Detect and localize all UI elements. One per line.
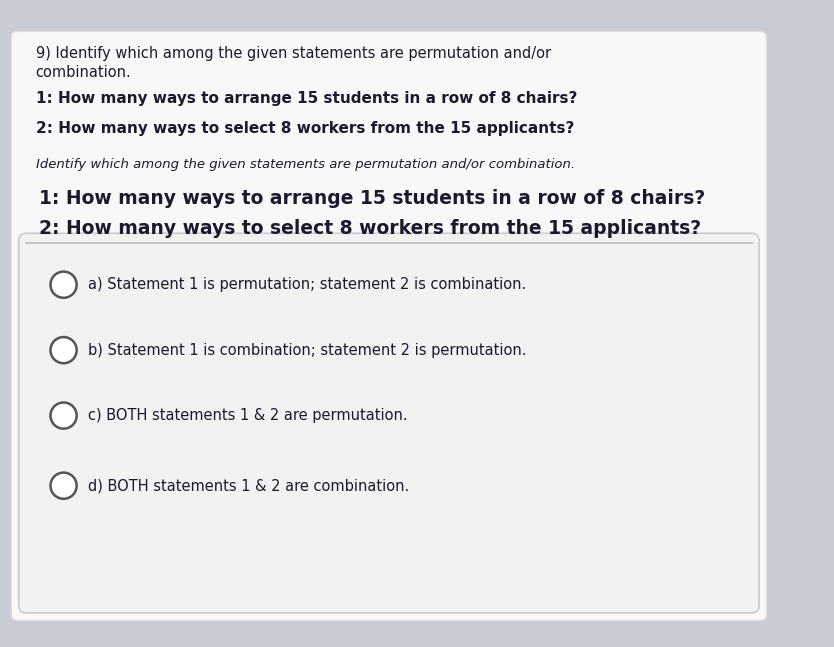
Circle shape xyxy=(51,337,77,363)
Text: 2: How many ways to select 8 workers from the 15 applicants?: 2: How many ways to select 8 workers fro… xyxy=(36,121,574,136)
Circle shape xyxy=(51,402,77,429)
Circle shape xyxy=(51,472,77,499)
Text: 1: How many ways to arrange 15 students in a row of 8 chairs?: 1: How many ways to arrange 15 students … xyxy=(36,91,577,106)
Text: b) Statement 1 is combination; statement 2 is permutation.: b) Statement 1 is combination; statement… xyxy=(88,343,526,358)
Text: 2: How many ways to select 8 workers from the 15 applicants?: 2: How many ways to select 8 workers fro… xyxy=(39,219,701,238)
Text: combination.: combination. xyxy=(36,65,131,80)
Circle shape xyxy=(51,272,77,298)
Text: c) BOTH statements 1 & 2 are permutation.: c) BOTH statements 1 & 2 are permutation… xyxy=(88,408,408,423)
Text: Identify which among the given statements are permutation and/or combination.: Identify which among the given statement… xyxy=(36,159,575,171)
FancyBboxPatch shape xyxy=(18,234,759,613)
Text: 9) Identify which among the given statements are permutation and/or: 9) Identify which among the given statem… xyxy=(36,47,550,61)
FancyBboxPatch shape xyxy=(11,31,766,620)
Text: d) BOTH statements 1 & 2 are combination.: d) BOTH statements 1 & 2 are combination… xyxy=(88,478,409,493)
Text: a) Statement 1 is permutation; statement 2 is combination.: a) Statement 1 is permutation; statement… xyxy=(88,277,526,292)
Text: 1: How many ways to arrange 15 students in a row of 8 chairs?: 1: How many ways to arrange 15 students … xyxy=(39,190,706,208)
